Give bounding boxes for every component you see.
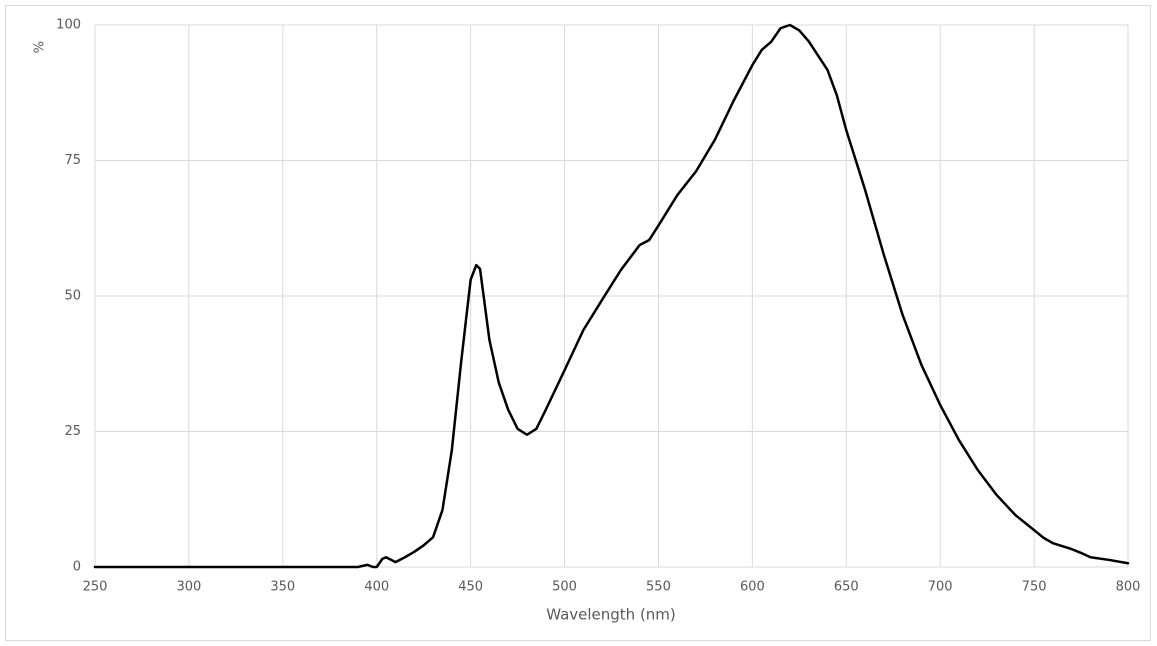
x-tick-label: 650 xyxy=(834,580,859,595)
y-tick-label: 75 xyxy=(64,153,81,168)
x-tick-label: 500 xyxy=(552,580,577,595)
x-axis-label: Wavelength (nm) xyxy=(546,606,676,624)
data-line xyxy=(93,23,1130,569)
y-tick-label: 50 xyxy=(64,289,81,304)
x-tick-label: 550 xyxy=(646,580,671,595)
x-tick-label: 350 xyxy=(270,580,295,595)
x-tick-label: 400 xyxy=(364,580,389,595)
x-tick-label: 600 xyxy=(740,580,765,595)
x-tick-label: 700 xyxy=(928,580,953,595)
x-tick-label: 450 xyxy=(458,580,483,595)
y-axis-label: % xyxy=(33,41,48,53)
y-tick-label: 0 xyxy=(73,560,81,575)
x-tick-label: 750 xyxy=(1022,580,1047,595)
x-tick-label: 800 xyxy=(1116,580,1141,595)
y-tick-label: 100 xyxy=(56,18,81,33)
x-tick-label: 250 xyxy=(83,580,108,595)
x-tick-label: 300 xyxy=(176,580,201,595)
chart-border xyxy=(5,5,1151,641)
y-tick-label: 25 xyxy=(64,424,81,439)
